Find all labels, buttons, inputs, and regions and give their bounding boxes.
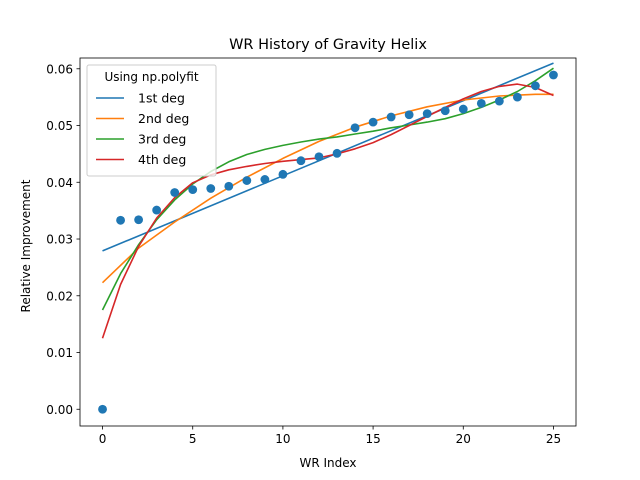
x-tick-label: 10 xyxy=(275,432,290,446)
x-tick-label: 25 xyxy=(546,432,561,446)
legend-title: Using np.polyfit xyxy=(104,70,198,84)
x-axis-ticks: 0 5 10 15 20 25 xyxy=(99,426,561,446)
data-point xyxy=(494,96,504,106)
data-point xyxy=(296,156,306,166)
data-point xyxy=(314,152,324,162)
data-point xyxy=(116,215,125,225)
y-tick-label: 0.04 xyxy=(46,176,73,190)
y-tick-label: 0.03 xyxy=(46,233,73,247)
x-tick-label: 15 xyxy=(365,432,380,446)
data-point xyxy=(278,169,288,179)
data-point xyxy=(188,185,198,195)
data-point xyxy=(476,98,486,108)
data-point xyxy=(152,205,162,215)
legend-label-1: 1st deg xyxy=(138,91,185,106)
fit-line-3 xyxy=(101,67,554,311)
y-tick-label: 0.02 xyxy=(46,289,73,303)
y-tick-label: 0.06 xyxy=(46,62,73,76)
y-axis-label: Relative Improvement xyxy=(19,179,33,312)
y-tick-label: 0.00 xyxy=(46,403,73,417)
chart-title: WR History of Gravity Helix xyxy=(229,37,427,53)
legend-label-4: 4th deg xyxy=(138,152,186,167)
plot-area-frame xyxy=(79,57,577,427)
x-tick-label: 20 xyxy=(456,432,471,446)
data-point xyxy=(549,70,558,80)
x-tick-label: 0 xyxy=(99,432,107,446)
data-point xyxy=(404,110,414,120)
y-axis-ticks: 0.00 0.01 0.02 0.03 0.04 0.05 0.06 xyxy=(46,62,80,417)
legend-label-2: 2nd deg xyxy=(138,111,189,126)
y-tick-label: 0.01 xyxy=(46,346,73,360)
y-tick-label: 0.05 xyxy=(46,119,73,133)
x-axis-label: WR Index xyxy=(299,456,356,470)
legend-box xyxy=(86,64,217,177)
data-point xyxy=(386,112,396,122)
data-point xyxy=(512,92,522,102)
data-point xyxy=(368,117,378,127)
data-point xyxy=(98,404,107,414)
data-points xyxy=(98,70,558,414)
data-point xyxy=(206,184,216,193)
data-point xyxy=(531,81,540,91)
data-point xyxy=(260,175,270,184)
data-point xyxy=(422,109,432,119)
legend: Using np.polyfit 1st deg 2nd deg 3rd deg 4t… xyxy=(86,64,217,177)
data-point xyxy=(332,148,342,158)
data-point xyxy=(350,123,360,133)
data-point xyxy=(242,176,252,185)
x-tick-label: 5 xyxy=(189,432,197,446)
legend-label-3: 3rd deg xyxy=(138,132,186,147)
data-point xyxy=(440,106,450,116)
data-point xyxy=(458,104,468,114)
legend-entries: 1st deg 2nd deg 3rd deg 4th deg xyxy=(96,91,189,167)
fit-line-2 xyxy=(101,93,554,284)
data-point xyxy=(170,188,180,197)
data-point xyxy=(224,181,234,191)
data-point xyxy=(134,215,144,225)
